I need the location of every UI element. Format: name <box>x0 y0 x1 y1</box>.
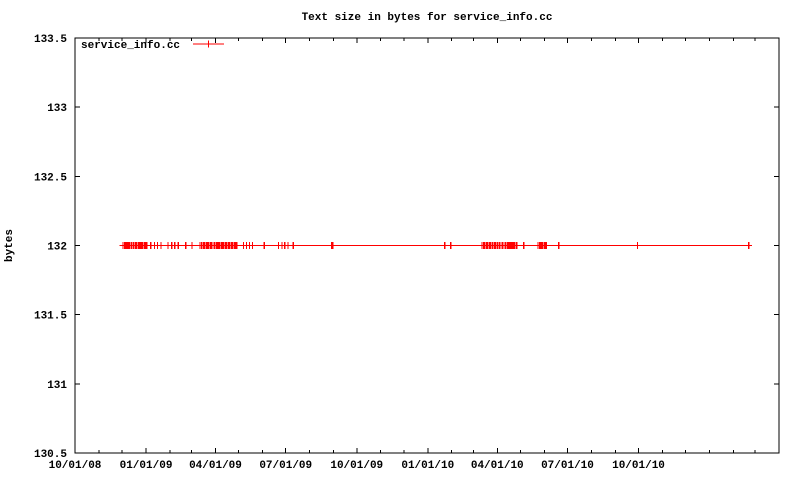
svg-text:04/01/10: 04/01/10 <box>471 460 524 472</box>
svg-text:01/01/10: 01/01/10 <box>401 460 454 472</box>
svg-text:10/01/10: 10/01/10 <box>612 460 665 472</box>
svg-text:10/01/08: 10/01/08 <box>49 460 102 472</box>
svg-text:10/01/09: 10/01/09 <box>330 460 383 472</box>
svg-text:07/01/10: 07/01/10 <box>541 460 594 472</box>
svg-text:01/01/09: 01/01/09 <box>120 460 173 472</box>
svg-text:131.5: 131.5 <box>34 311 67 323</box>
svg-text:04/01/09: 04/01/09 <box>189 460 242 472</box>
svg-text:132: 132 <box>47 242 67 254</box>
svg-text:132.5: 132.5 <box>34 172 67 184</box>
svg-text:131: 131 <box>47 380 67 392</box>
svg-text:07/01/09: 07/01/09 <box>259 460 312 472</box>
svg-text:Text size in bytes for service: Text size in bytes for service_info.cc <box>302 12 553 24</box>
svg-text:bytes: bytes <box>4 229 16 262</box>
svg-text:service_info.cc: service_info.cc <box>81 40 180 52</box>
svg-text:133: 133 <box>47 103 67 115</box>
svg-text:133.5: 133.5 <box>34 34 67 46</box>
